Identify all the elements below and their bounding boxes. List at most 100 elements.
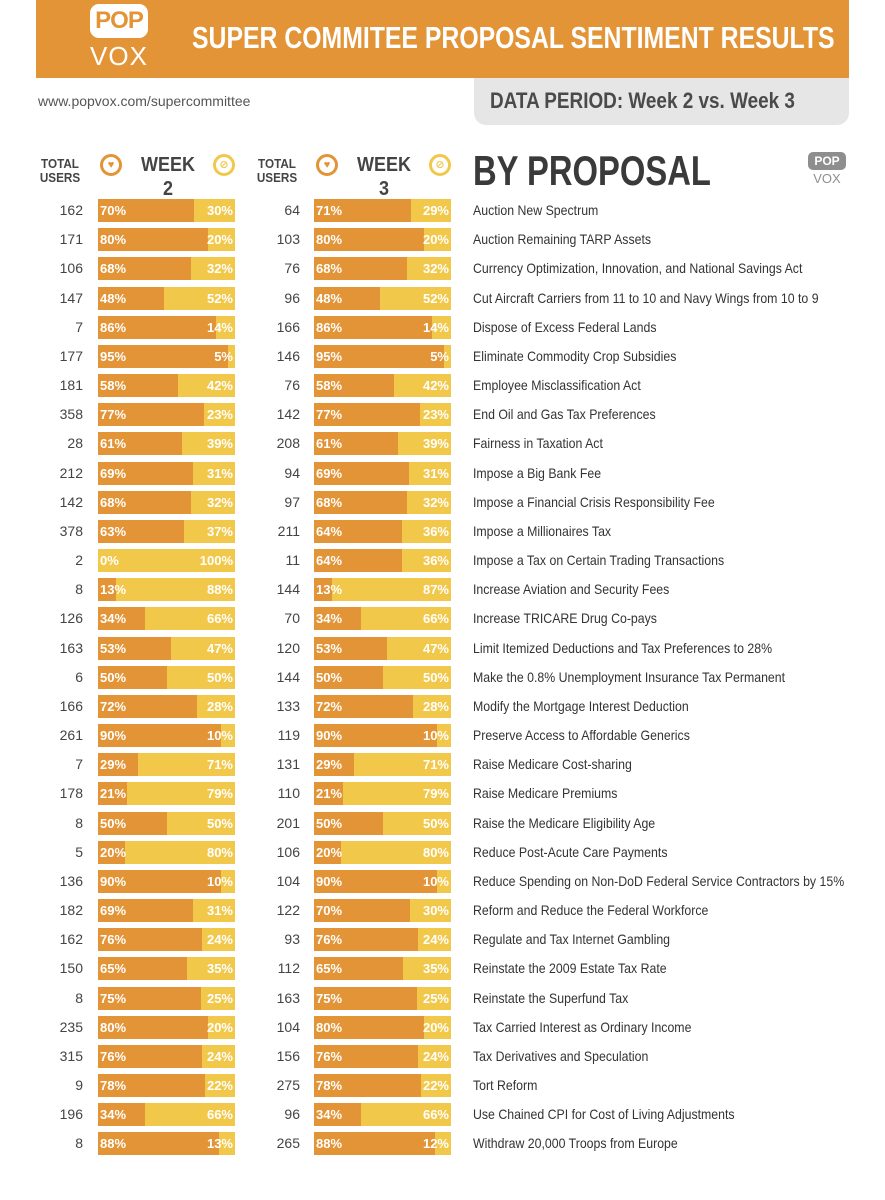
week3-support-segment — [314, 1074, 421, 1097]
source-url: www.popvox.com/supercommittee — [38, 93, 251, 109]
week2-support-segment — [98, 1103, 145, 1126]
week2-support-segment — [98, 899, 193, 922]
week2-oppose-label: 20% — [206, 232, 233, 247]
week2-oppose-label: 47% — [206, 641, 233, 656]
week2-support-label: 48% — [100, 291, 127, 306]
week2-oppose-label: 50% — [206, 816, 233, 831]
week3-bar: 34% 66% — [314, 607, 451, 630]
week3-oppose-label: 5% — [430, 349, 449, 364]
proposal-name: Reduce Spending on Non-DoD Federal Servi… — [473, 873, 845, 889]
week2-oppose-label: 5% — [214, 349, 233, 364]
week3-bar: 53% 47% — [314, 637, 451, 660]
week2-bar: 68% 32% — [98, 491, 235, 514]
week2-oppose-label: 35% — [206, 961, 233, 976]
week3-oppose-label: 14% — [422, 320, 449, 335]
week3-bar: 69% 31% — [314, 462, 451, 485]
week3-support-segment — [314, 403, 420, 426]
week2-oppose-label: 10% — [206, 874, 233, 889]
week2-support-segment — [98, 432, 182, 455]
week3-bar: 29% 71% — [314, 753, 451, 776]
week3-support-label: 53% — [316, 641, 343, 656]
week2-total-users: 126 — [59, 610, 83, 626]
week3-total-users: 119 — [277, 727, 300, 743]
week2-oppose-label: 79% — [206, 786, 233, 801]
week2-support-segment — [98, 287, 164, 310]
page-title: SUPER COMMITEE PROPOSAL SENTIMENT RESULT… — [192, 20, 835, 55]
week3-bar: 75% 25% — [314, 987, 451, 1010]
week2-total-users: 182 — [59, 902, 83, 918]
week3-total-users: 265 — [276, 1135, 300, 1151]
week2-support-label: 58% — [100, 378, 127, 393]
week2-bar: 63% 37% — [98, 520, 235, 543]
week3-support-segment — [314, 841, 342, 864]
week2-support-segment — [98, 928, 203, 951]
week2-oppose-label: 80% — [206, 845, 233, 860]
week3-support-segment — [314, 432, 398, 455]
week3-bar: 80% 20% — [314, 228, 451, 251]
week3-support-label: 21% — [316, 786, 343, 801]
week3-oppose-label: 20% — [422, 1020, 449, 1035]
week3-support-label: 95% — [316, 349, 343, 364]
week2-support-segment — [98, 199, 194, 222]
week2-total-users: 171 — [59, 231, 83, 247]
week2-support-label: 50% — [100, 670, 127, 685]
proposal-name: Reinstate the Superfund Tax — [473, 990, 629, 1006]
week2-oppose-label: 23% — [206, 407, 233, 422]
week3-total-users: 104 — [276, 873, 300, 889]
week2-support-segment — [98, 987, 201, 1010]
week3-support-segment — [314, 520, 402, 543]
week2-support-segment — [98, 1132, 219, 1155]
week3-support-label: 71% — [316, 203, 343, 218]
week2-support-segment — [98, 870, 222, 893]
proposal-name: Regulate and Tax Internet Gambling — [473, 931, 671, 947]
small-logo-vox: VOX — [813, 171, 841, 186]
week3-bar: 71% 29% — [314, 199, 451, 222]
week2-bar: 34% 66% — [98, 1103, 235, 1126]
week2-bar: 65% 35% — [98, 957, 235, 980]
week2-bar: 53% 47% — [98, 637, 235, 660]
week3-total-users: 201 — [276, 815, 300, 831]
week2-support-segment — [98, 957, 187, 980]
week2-support-segment — [98, 257, 192, 280]
proposal-name: Fairness in Taxation Act — [473, 435, 603, 451]
week2-bar: 76% 24% — [98, 1045, 235, 1068]
week2-total-users: 178 — [59, 785, 83, 801]
week2-bar: 86% 14% — [98, 316, 235, 339]
week3-oppose-label: 10% — [422, 874, 449, 889]
proposal-name: Cut Aircraft Carriers from 11 to 10 and … — [473, 290, 819, 306]
proposal-name: Employee Misclassification Act — [473, 377, 641, 393]
week2-total-users: 7 — [75, 319, 83, 335]
week3-total-users: 76 — [284, 260, 300, 276]
week3-support-label: 50% — [316, 816, 343, 831]
week2-total-users: 162 — [59, 931, 83, 947]
week3-total-users: 103 — [276, 231, 300, 247]
week2-oppose-label: 66% — [206, 611, 233, 626]
week3-support-segment — [314, 257, 408, 280]
week2-support-label: 0% — [100, 553, 119, 568]
week2-support-label: 29% — [100, 757, 127, 772]
proposal-name: Make the 0.8% Unemployment Insurance Tax… — [473, 669, 786, 685]
week3-support-label: 65% — [316, 961, 343, 976]
week2-oppose-label: 50% — [206, 670, 233, 685]
proposal-name: Increase Aviation and Security Fees — [473, 581, 670, 597]
week2-support-segment — [98, 403, 204, 426]
week2-support-label: 90% — [100, 728, 127, 743]
week2-total-users: 378 — [59, 523, 83, 539]
proposal-name: Impose a Tax on Certain Trading Transact… — [473, 552, 725, 568]
week3-support-segment — [314, 899, 410, 922]
by-proposal-header: BY PROPOSAL — [473, 147, 711, 194]
week2-support-label: 70% — [100, 203, 127, 218]
week2-oppose-label: 32% — [206, 495, 233, 510]
week2-oppose-label: 31% — [206, 903, 233, 918]
proposal-name: Reinstate the 2009 Estate Tax Rate — [473, 960, 667, 976]
week2-oppose-label: 71% — [206, 757, 233, 772]
week3-bar: 90% 10% — [314, 870, 451, 893]
proposal-name: Tort Reform — [473, 1077, 538, 1093]
week2-bar: 69% 31% — [98, 462, 235, 485]
week3-support-label: 29% — [316, 757, 343, 772]
proposal-name: Tax Derivatives and Speculation — [473, 1048, 649, 1064]
week2-oppose-label: 30% — [206, 203, 233, 218]
week3-total-users: 146 — [276, 348, 300, 364]
week2-support-label: 75% — [100, 991, 127, 1006]
week2-bar: 21% 79% — [98, 782, 235, 805]
